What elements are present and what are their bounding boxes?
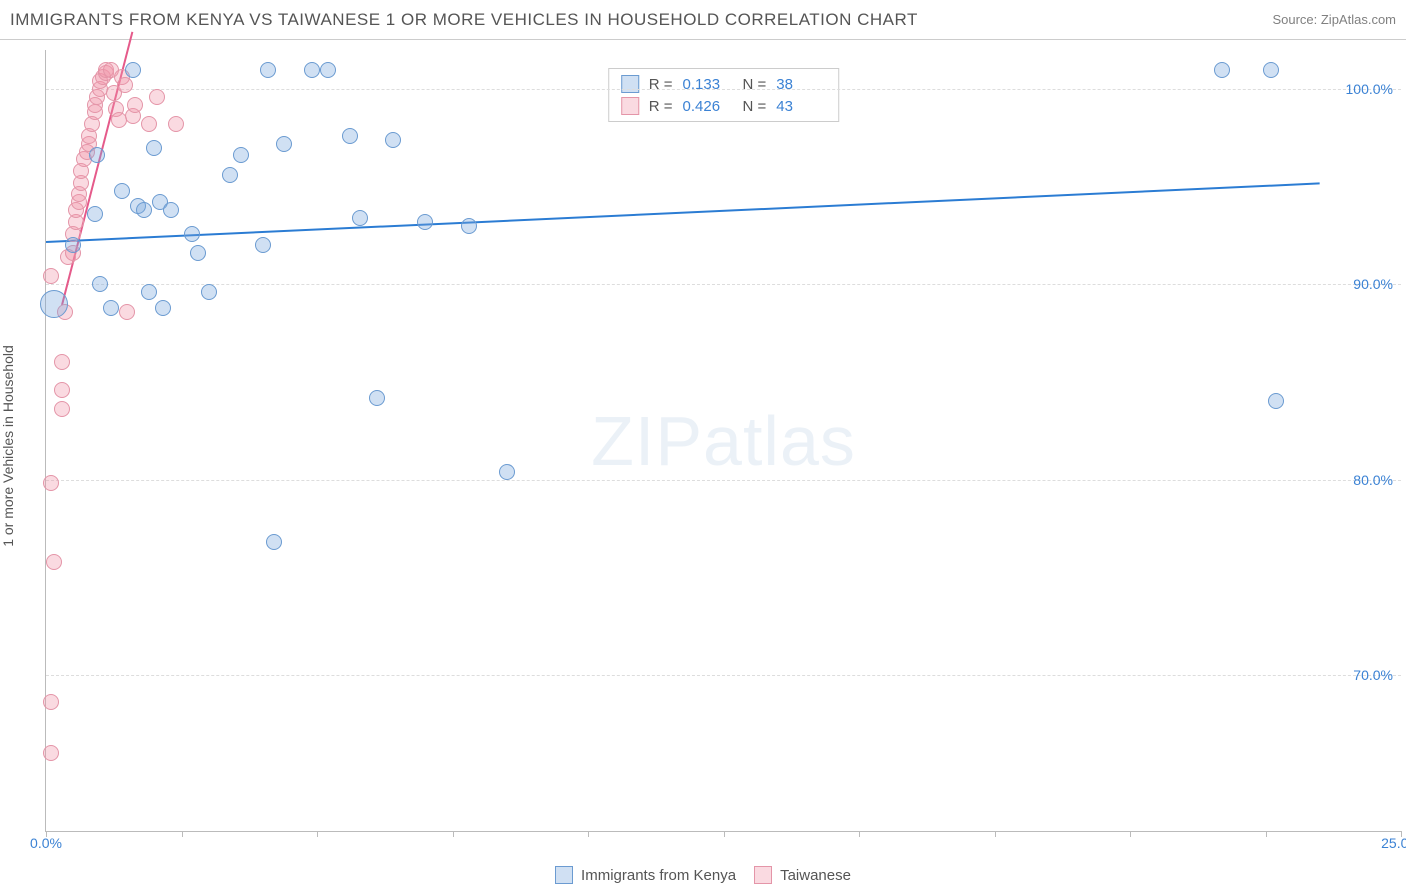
legend-item-a: Immigrants from Kenya: [555, 866, 736, 884]
stats-legend-box: R = 0.133 N = 38 R = 0.426 N = 43: [608, 68, 840, 122]
chart-title: IMMIGRANTS FROM KENYA VS TAIWANESE 1 OR …: [10, 10, 918, 30]
scatter-point-a: [385, 132, 401, 148]
scatter-point-a: [1263, 62, 1279, 78]
scatter-point-a: [87, 206, 103, 222]
stats-row-b: R = 0.426 N = 43: [621, 95, 827, 117]
gridline: [46, 284, 1401, 285]
swatch-series-a: [621, 75, 639, 93]
scatter-point-a: [40, 290, 68, 318]
r-value-b: 0.426: [683, 98, 733, 115]
y-tick-label: 80.0%: [1353, 472, 1393, 488]
n-value-b: 43: [776, 98, 826, 115]
x-tick: [182, 831, 183, 837]
x-tick: [1266, 831, 1267, 837]
scatter-point-a: [103, 300, 119, 316]
scatter-point-a: [136, 202, 152, 218]
scatter-point-b: [141, 116, 157, 132]
watermark: ZIPatlas: [591, 401, 856, 481]
x-tick: [453, 831, 454, 837]
scatter-point-b: [54, 401, 70, 417]
scatter-point-b: [54, 382, 70, 398]
swatch-series-a: [555, 866, 573, 884]
x-tick: [724, 831, 725, 837]
bottom-legend: Immigrants from Kenya Taiwanese: [0, 866, 1406, 884]
scatter-point-a: [65, 237, 81, 253]
y-tick-label: 100.0%: [1346, 81, 1393, 97]
scatter-point-b: [43, 475, 59, 491]
scatter-point-b: [149, 89, 165, 105]
scatter-point-a: [499, 464, 515, 480]
scatter-point-b: [46, 554, 62, 570]
x-tick: [588, 831, 589, 837]
chart-area: ZIPatlas R = 0.133 N = 38 R = 0.426 N = …: [45, 40, 1401, 852]
scatter-point-a: [320, 62, 336, 78]
scatter-point-a: [1268, 393, 1284, 409]
scatter-point-a: [304, 62, 320, 78]
source-label: Source: ZipAtlas.com: [1272, 12, 1396, 27]
n-label: N =: [743, 98, 767, 115]
scatter-point-a: [146, 140, 162, 156]
scatter-point-b: [127, 97, 143, 113]
legend-label-a: Immigrants from Kenya: [581, 867, 736, 884]
scatter-point-b: [117, 77, 133, 93]
scatter-point-a: [190, 245, 206, 261]
x-tick: [995, 831, 996, 837]
scatter-point-a: [266, 534, 282, 550]
scatter-point-a: [369, 390, 385, 406]
trend-line: [46, 183, 1320, 244]
x-tick: [1130, 831, 1131, 837]
scatter-point-b: [43, 268, 59, 284]
legend-item-b: Taiwanese: [754, 866, 851, 884]
swatch-series-b: [621, 97, 639, 115]
scatter-point-a: [276, 136, 292, 152]
scatter-point-a: [89, 147, 105, 163]
scatter-point-a: [141, 284, 157, 300]
y-tick-label: 70.0%: [1353, 667, 1393, 683]
scatter-point-a: [417, 214, 433, 230]
swatch-series-b: [754, 866, 772, 884]
scatter-point-b: [43, 694, 59, 710]
scatter-point-a: [114, 183, 130, 199]
scatter-point-a: [184, 226, 200, 242]
scatter-point-a: [222, 167, 238, 183]
gridline: [46, 89, 1401, 90]
scatter-point-a: [163, 202, 179, 218]
scatter-point-a: [1214, 62, 1230, 78]
y-tick-label: 90.0%: [1353, 276, 1393, 292]
scatter-point-a: [342, 128, 358, 144]
stats-row-a: R = 0.133 N = 38: [621, 73, 827, 95]
scatter-point-b: [54, 354, 70, 370]
scatter-point-a: [155, 300, 171, 316]
x-tick-label: 25.0%: [1381, 835, 1406, 851]
scatter-point-a: [201, 284, 217, 300]
scatter-point-a: [125, 62, 141, 78]
scatter-point-a: [461, 218, 477, 234]
r-label: R =: [649, 98, 673, 115]
x-tick: [317, 831, 318, 837]
title-bar: IMMIGRANTS FROM KENYA VS TAIWANESE 1 OR …: [0, 0, 1406, 40]
x-tick-label: 0.0%: [30, 835, 62, 851]
scatter-point-b: [168, 116, 184, 132]
scatter-point-a: [92, 276, 108, 292]
scatter-point-a: [352, 210, 368, 226]
y-axis-title: 1 or more Vehicles in Household: [0, 345, 16, 547]
legend-label-b: Taiwanese: [780, 867, 851, 884]
scatter-point-b: [119, 304, 135, 320]
plot-region: ZIPatlas R = 0.133 N = 38 R = 0.426 N = …: [45, 50, 1401, 832]
scatter-point-a: [233, 147, 249, 163]
scatter-point-b: [43, 745, 59, 761]
scatter-point-a: [260, 62, 276, 78]
gridline: [46, 675, 1401, 676]
gridline: [46, 480, 1401, 481]
scatter-point-a: [255, 237, 271, 253]
x-tick: [859, 831, 860, 837]
